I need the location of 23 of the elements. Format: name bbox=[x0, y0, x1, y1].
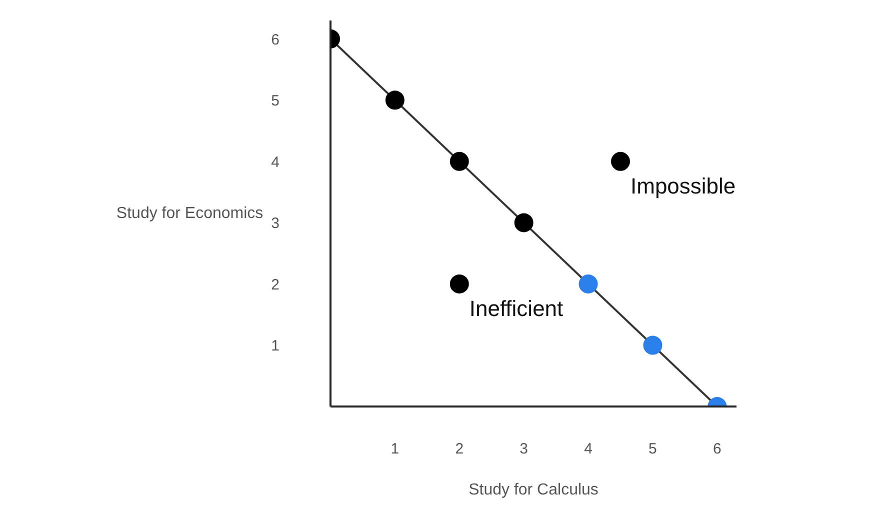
point bbox=[578, 274, 598, 294]
x-tick-label: 3 bbox=[520, 440, 528, 458]
x-tick-label: 5 bbox=[648, 440, 657, 458]
y-tick-label: 3 bbox=[271, 215, 280, 232]
point bbox=[514, 213, 534, 232]
x-tick-label: 2 bbox=[455, 440, 464, 458]
x-tick-label: 6 bbox=[712, 440, 722, 458]
x-axis-title: Study for Calculus bbox=[468, 482, 598, 498]
point bbox=[450, 152, 469, 171]
x-tick-label: 4 bbox=[584, 440, 592, 458]
point bbox=[385, 90, 404, 110]
x-tick-label: 1 bbox=[390, 440, 400, 458]
y-tick-label: 1 bbox=[271, 338, 280, 355]
y-tick-label: 6 bbox=[271, 31, 280, 48]
y-tick-label: 5 bbox=[271, 92, 280, 110]
point bbox=[643, 336, 662, 355]
point bbox=[611, 152, 630, 171]
annotation: Impossible bbox=[630, 173, 736, 198]
y-axis-title: Study for Economics bbox=[116, 205, 264, 222]
y-tick-label: 4 bbox=[271, 154, 280, 171]
point bbox=[450, 274, 469, 294]
annotation: Inefficient bbox=[469, 296, 564, 321]
y-tick-label: 2 bbox=[271, 276, 280, 294]
